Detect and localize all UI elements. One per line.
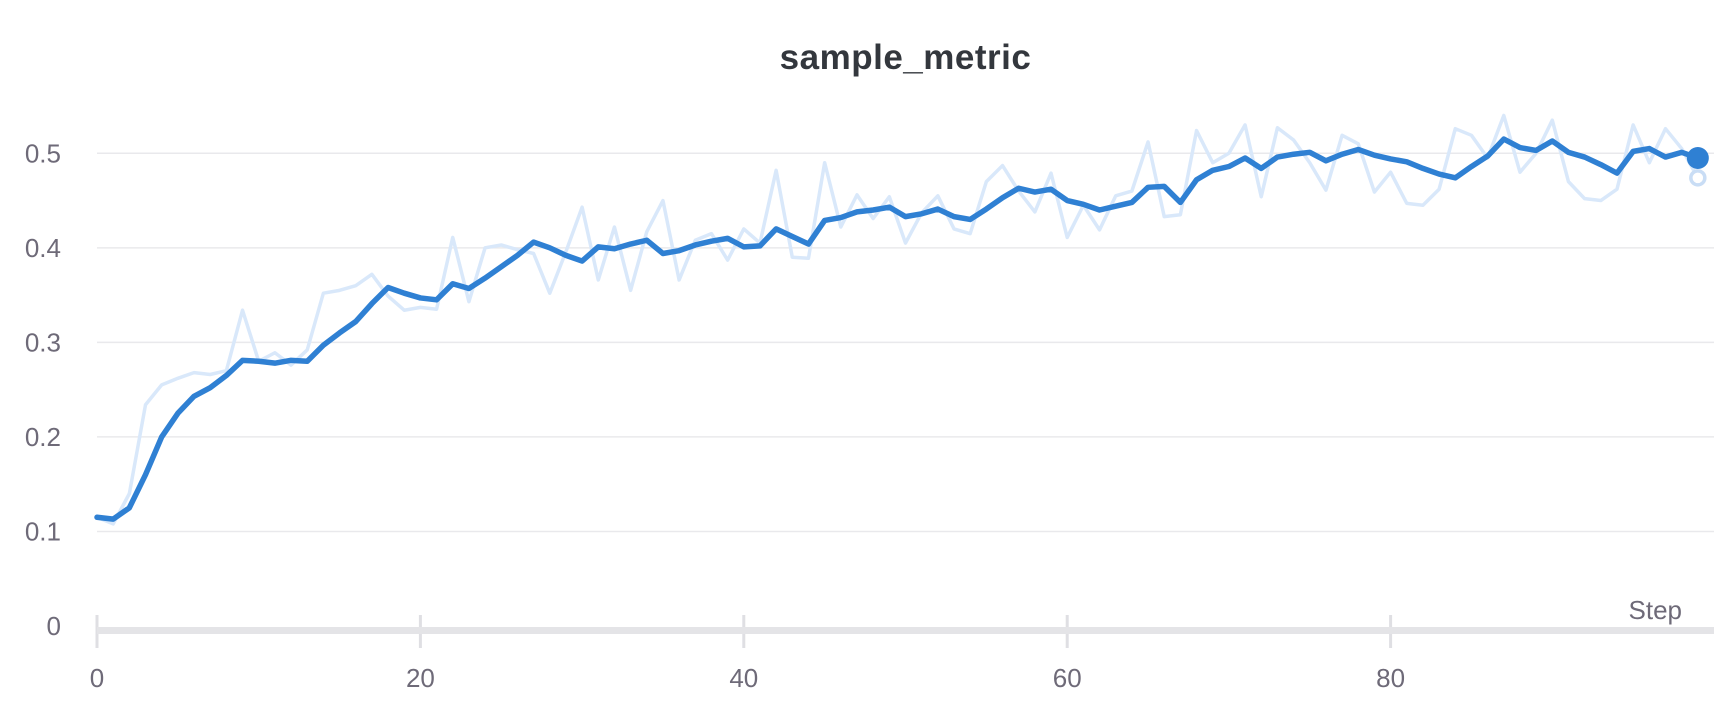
- y-tick-label: 0.2: [25, 422, 61, 452]
- chart-title: sample_metric: [779, 38, 1032, 77]
- raw-series-line: [95, 113, 1700, 526]
- x-tick-label: 80: [1376, 663, 1405, 693]
- raw-final-value-ring: [1689, 169, 1707, 187]
- y-tick-label: 0.4: [25, 233, 61, 263]
- y-tick-label: 0: [47, 611, 61, 641]
- x-axis-title: Step: [1629, 595, 1683, 625]
- x-tick-label: 20: [406, 663, 435, 693]
- x-axis-baseline: [97, 627, 1714, 634]
- smoothed-series-line: [94, 136, 1701, 522]
- y-tick-label: 0.5: [25, 138, 61, 168]
- x-tick-label: 60: [1053, 663, 1082, 693]
- x-tick-label: 0: [90, 663, 104, 693]
- y-tick-label: 0.3: [25, 327, 61, 357]
- y-tick-label: 0.1: [25, 516, 61, 546]
- smoothed-final-value-dot: [1686, 147, 1709, 169]
- x-tick-label: 40: [729, 663, 758, 693]
